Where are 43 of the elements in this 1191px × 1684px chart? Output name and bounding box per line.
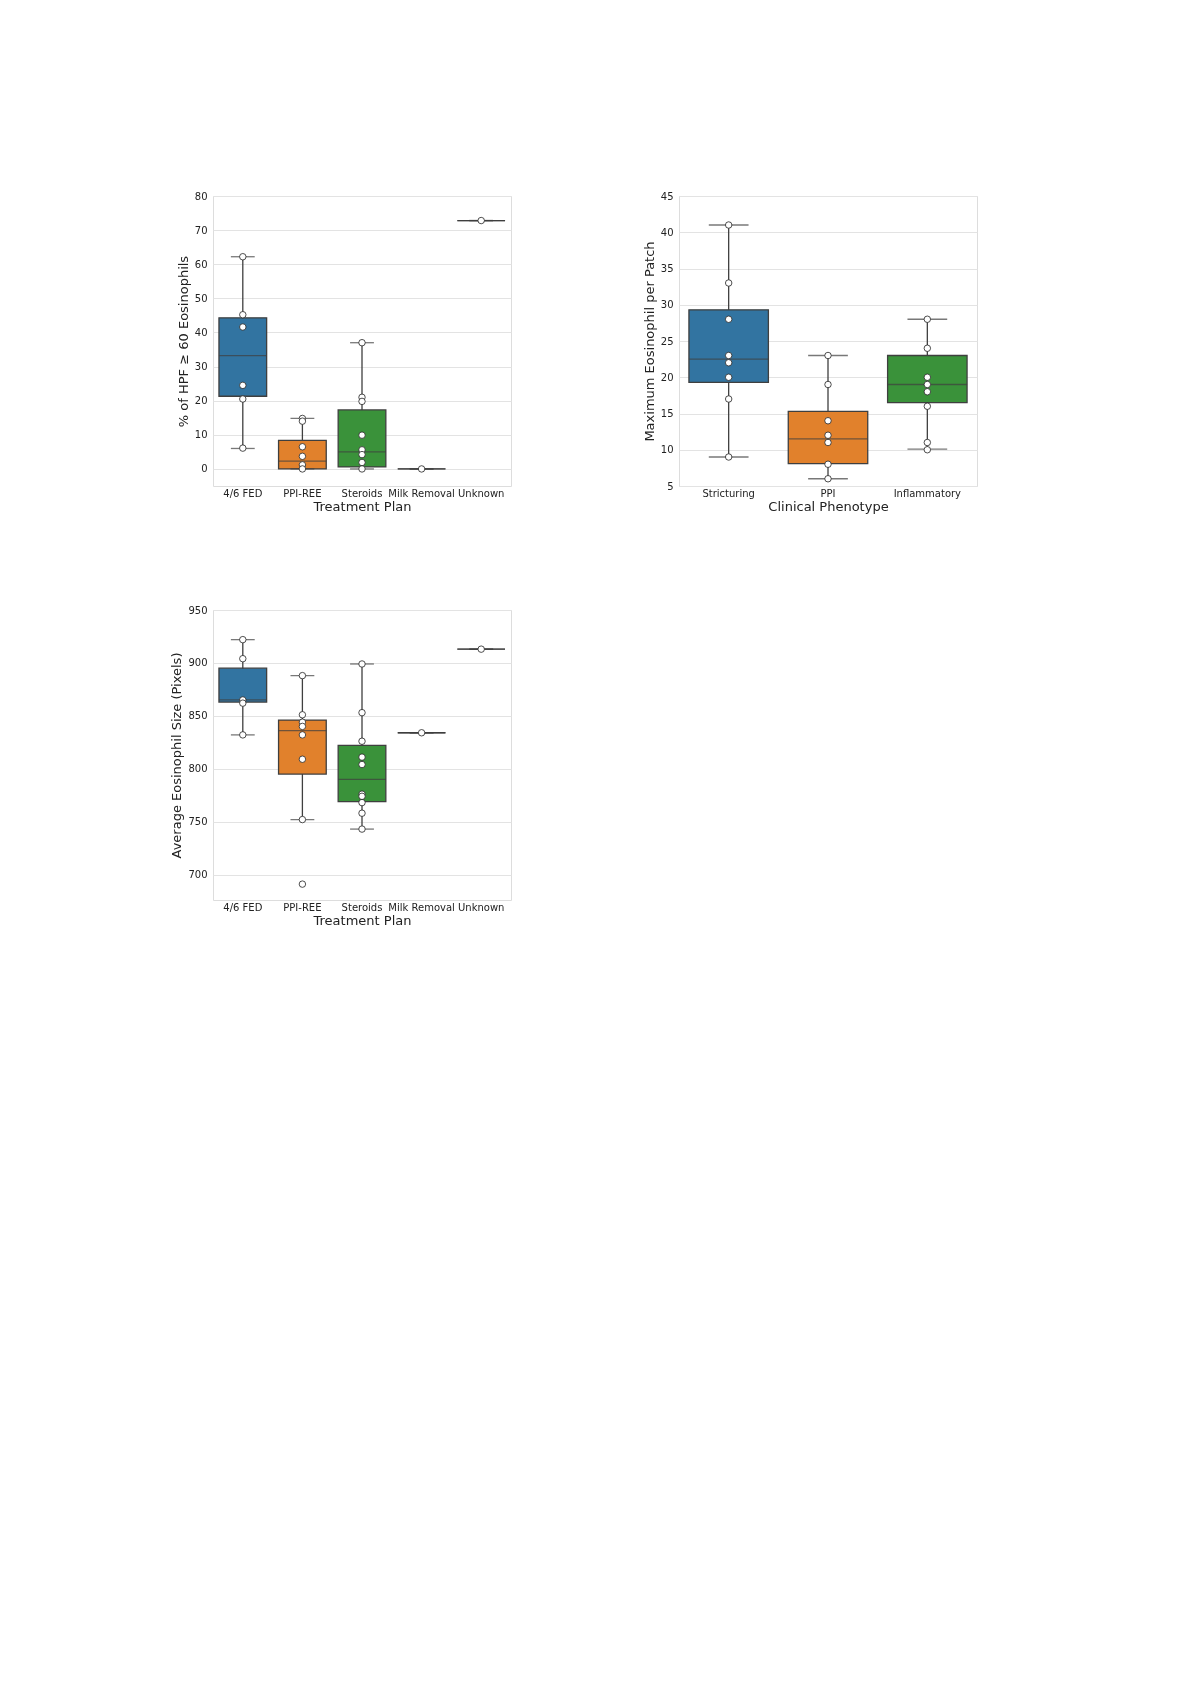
- y-tick-label: 25: [660, 335, 674, 347]
- y-tick-label: 10: [194, 429, 208, 441]
- x-tick-label: PPI-REE: [283, 901, 322, 913]
- y-tick-label: 850: [188, 710, 208, 722]
- x-tick-label: Milk Removal: [388, 487, 455, 499]
- y-tick-label: 0: [201, 463, 208, 475]
- y-tick-label: 30: [660, 299, 674, 311]
- y-tick-label: 30: [194, 361, 208, 373]
- x-tick-label: Unknown: [457, 487, 505, 499]
- y-axis-title: Maximum Eosinophil per Patch: [641, 241, 657, 442]
- y-tick-label: 20: [660, 371, 674, 383]
- x-tick-label: Stricturing: [702, 487, 755, 499]
- y-tick-label: 950: [188, 604, 208, 616]
- y-tick-label: 70: [194, 224, 208, 236]
- y-tick-label: 10: [660, 444, 674, 456]
- x-tick-label: PPI-REE: [283, 487, 322, 499]
- y-tick-label: 20: [194, 395, 208, 407]
- y-tick-label: 80: [194, 190, 208, 202]
- y-tick-label: 750: [188, 816, 208, 828]
- x-tick-label: 4/6 FED: [223, 901, 263, 913]
- y-tick-label: 50: [194, 292, 208, 304]
- y-tick-label: 45: [660, 190, 674, 202]
- x-tick-label: Steroids: [341, 487, 383, 499]
- y-tick-label: 40: [194, 326, 208, 338]
- x-axis-title: Clinical Phenotype: [768, 498, 889, 514]
- x-tick-label: Steroids: [341, 901, 383, 913]
- y-tick-label: 35: [660, 263, 674, 274]
- y-tick-label: 700: [188, 869, 208, 881]
- x-axis-title: Treatment Plan: [312, 498, 412, 514]
- x-tick-label: Unknown: [457, 901, 505, 913]
- y-tick-label: 5: [667, 480, 674, 492]
- y-tick-label: 800: [188, 763, 208, 775]
- y-tick-label: 900: [188, 657, 208, 669]
- x-axis-title: Treatment Plan: [312, 912, 412, 928]
- x-tick-label: PPI: [820, 487, 836, 499]
- x-tick-label: 4/6 FED: [223, 487, 263, 499]
- x-tick-label: Inflammatory: [893, 487, 962, 499]
- x-tick-label: Milk Removal: [388, 901, 455, 913]
- y-tick-label: 15: [660, 408, 674, 419]
- y-axis-title: % of HPF ≥ 60 Eosinophils: [175, 255, 191, 428]
- y-tick-label: 60: [194, 258, 208, 270]
- y-tick-label: 40: [660, 226, 674, 238]
- y-axis-title: Average Eosinophil Size (Pixels): [169, 652, 185, 859]
